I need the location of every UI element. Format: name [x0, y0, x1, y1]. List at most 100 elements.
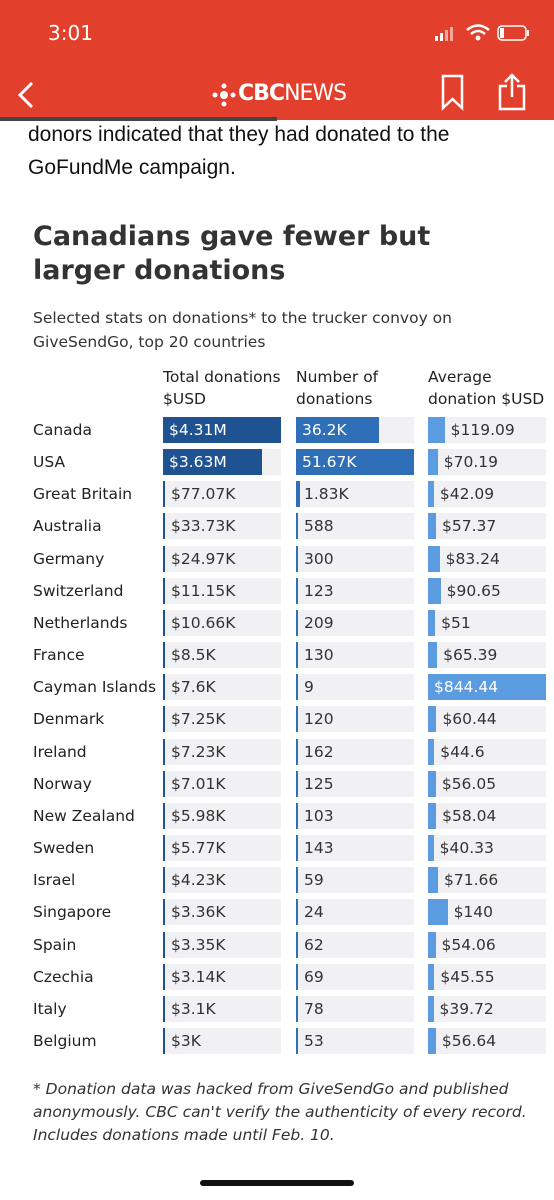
cell: $45.55 — [428, 963, 546, 990]
value-label: $77.07K — [171, 485, 236, 504]
value-label: $4.23K — [171, 871, 226, 890]
cell: $56.64 — [428, 1028, 546, 1055]
cell: 123 — [296, 577, 414, 604]
cell: $44.6 — [428, 738, 546, 765]
value-label: 1.83K — [304, 485, 349, 504]
row-label: New Zealand — [33, 806, 135, 825]
bar — [163, 577, 165, 604]
cell: $51 — [428, 609, 546, 636]
value-label: 36.2K — [302, 421, 347, 439]
cell: $8.5K — [163, 642, 281, 669]
bar — [428, 449, 438, 476]
row-label: Germany — [33, 549, 105, 568]
column-header: Average donation $USD — [428, 368, 545, 408]
bar — [296, 449, 414, 476]
bar — [296, 642, 298, 669]
article-text: donors indicated that they had donated t… — [28, 123, 450, 146]
bar — [428, 835, 434, 862]
bar — [428, 642, 438, 669]
cell: $11.15K — [163, 577, 281, 604]
brand-suffix: NEWS — [284, 81, 347, 106]
value-label: 130 — [304, 646, 334, 665]
cell: 130 — [296, 642, 414, 669]
footnote: anonymously. CBC can't verify the authen… — [33, 1103, 527, 1121]
brand-logo: CBCNEWS — [238, 81, 347, 106]
cell: 51.67K — [296, 449, 414, 476]
value-label: $844.44 — [434, 678, 499, 697]
bar — [163, 674, 165, 701]
bar — [428, 1028, 436, 1055]
bar — [163, 931, 165, 958]
value-label: 120 — [304, 710, 334, 729]
bar — [163, 481, 166, 508]
status-icons — [435, 24, 529, 41]
row-label: Canada — [33, 421, 92, 439]
row-label: Sweden — [33, 839, 95, 858]
value-label: $3K — [171, 1032, 201, 1051]
cell: 162 — [296, 738, 414, 765]
chart-subtitle: Selected stats on donations* to the truc… — [33, 309, 452, 351]
value-label: 209 — [304, 613, 334, 632]
cell: $42.09 — [428, 481, 546, 508]
cell: $7.01K — [163, 770, 281, 797]
cell: $3.35K — [163, 931, 281, 958]
cell: $3.1K — [163, 995, 281, 1022]
value-label: 78 — [304, 999, 324, 1018]
share-button[interactable] — [496, 72, 528, 112]
bar — [428, 513, 437, 540]
cell: 300 — [296, 545, 414, 572]
value-label: 53 — [304, 1032, 324, 1051]
cell: $40.33 — [428, 835, 546, 862]
row-label: USA — [33, 453, 66, 472]
chart-title: Canadians gave fewer but larger donation… — [33, 221, 431, 286]
value-label: $5.77K — [171, 839, 226, 858]
bar — [428, 738, 435, 765]
reading-progress — [0, 117, 277, 121]
value-label: 103 — [304, 806, 334, 825]
bar — [296, 609, 298, 636]
bar — [163, 770, 165, 797]
bar — [296, 802, 298, 829]
bar — [428, 899, 448, 926]
value-label: 143 — [304, 839, 334, 858]
value-label: $4.31M — [169, 421, 227, 439]
bar — [296, 577, 298, 604]
bookmark-button[interactable] — [440, 74, 466, 112]
value-label: $7.25K — [171, 710, 226, 729]
bar — [163, 835, 165, 862]
cell: $57.37 — [428, 513, 546, 540]
row-label: Australia — [33, 517, 102, 536]
cell: 209 — [296, 609, 414, 636]
bar — [296, 417, 379, 443]
bar — [163, 706, 165, 733]
bar — [428, 481, 434, 508]
value-label: $90.65 — [446, 581, 501, 600]
column-header: Total donations $USD — [163, 368, 281, 408]
value-label: $10.66K — [171, 613, 236, 632]
bar — [296, 674, 298, 701]
value-label: $44.6 — [440, 742, 485, 761]
bar — [296, 1028, 298, 1055]
value-label: $71.66 — [444, 871, 499, 890]
footnote: Includes donations made until Feb. 10. — [33, 1126, 335, 1144]
value-label: $119.09 — [450, 421, 515, 439]
bar — [163, 449, 263, 476]
bar — [163, 642, 165, 669]
row-label: Czechia — [33, 967, 94, 986]
value-label: $11.15K — [171, 581, 236, 600]
cell: $56.05 — [428, 770, 546, 797]
cell: $10.66K — [163, 609, 281, 636]
bar — [296, 995, 298, 1022]
cell: 36.2K — [296, 417, 414, 443]
cell: $39.72 — [428, 995, 546, 1022]
bar — [296, 899, 298, 926]
bar — [296, 738, 298, 765]
bar — [428, 577, 441, 604]
bar — [296, 706, 298, 733]
value-label: $8.5K — [171, 646, 216, 665]
value-label: $45.55 — [440, 967, 495, 986]
bar — [428, 867, 438, 894]
value-label: 588 — [304, 517, 334, 536]
back-button[interactable] — [14, 80, 38, 110]
cell: $65.39 — [428, 642, 546, 669]
